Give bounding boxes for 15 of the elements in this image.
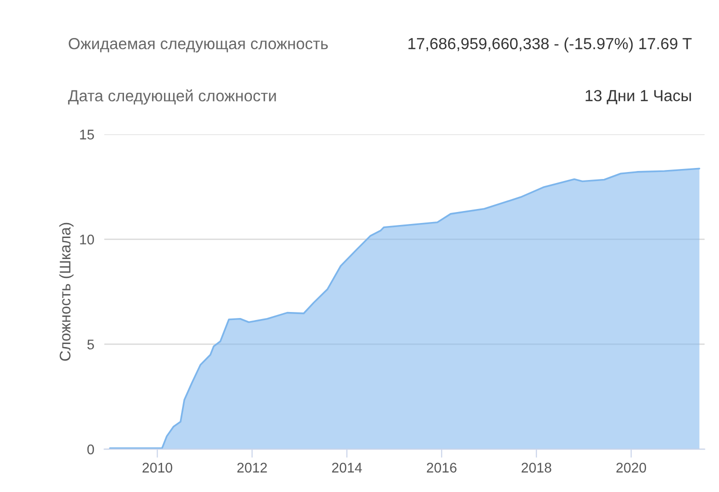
y-tick-label: 10 bbox=[80, 234, 94, 244]
text: Дата следующей сложности bbox=[68, 89, 276, 105]
x-tick-label: 2016 bbox=[426, 462, 456, 473]
x-tick-label: 2010 bbox=[142, 462, 172, 473]
y-axis-title: Сложность (Шкала) bbox=[59, 222, 74, 361]
text: 13 Дни 1 Часы bbox=[586, 90, 691, 104]
x-tick-label: 2020 bbox=[616, 462, 646, 473]
text: 17,686,959,660,338 - (-15.97%) 17.69 T bbox=[408, 38, 692, 52]
x-tick-label: 2014 bbox=[332, 462, 362, 473]
x-tick-label: 2018 bbox=[522, 462, 552, 473]
y-tick-label: 0 bbox=[87, 444, 94, 454]
y-tick-label: 15 bbox=[80, 130, 94, 140]
x-tick-label: 2012 bbox=[237, 462, 267, 473]
text: Ожидаемая следующая сложность bbox=[68, 38, 328, 52]
y-tick-label: 5 bbox=[87, 340, 94, 350]
